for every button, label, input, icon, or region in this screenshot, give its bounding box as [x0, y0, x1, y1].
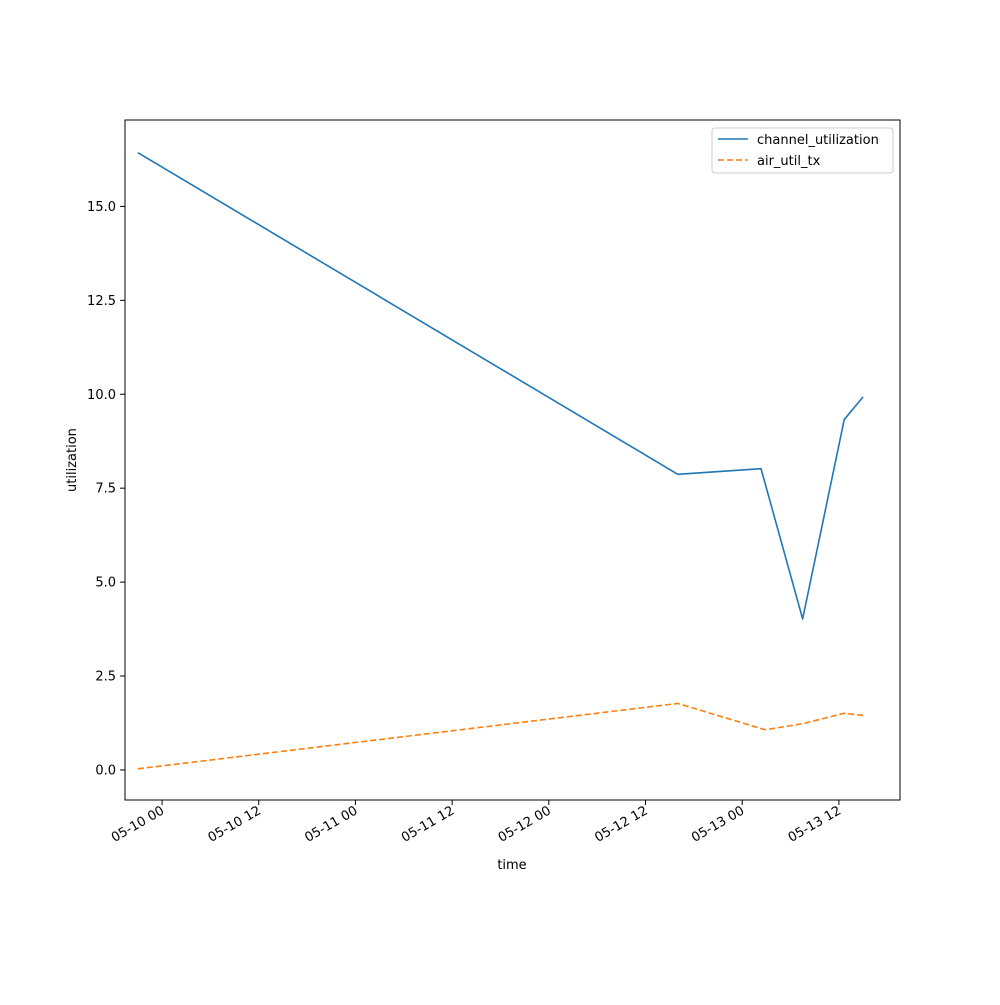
x-tick-label: 05-11 12: [399, 803, 457, 845]
legend-label-channel-utilization: channel_utilization: [757, 133, 879, 148]
y-tick-label: 7.5: [95, 482, 116, 497]
x-tick-label: 05-10 00: [109, 803, 167, 845]
x-axis-ticks: 05-10 00 05-10 12 05-11 00 05-11 12 05-12 00…: [109, 800, 844, 846]
series-line-channel-utilization: [137, 152, 864, 620]
x-tick-label: 05-11 00: [302, 803, 360, 845]
x-tick-label: 05-13 00: [689, 803, 747, 845]
y-axis-label: utilization: [65, 428, 80, 492]
plot-frame: [124, 119, 901, 801]
y-tick-label: 15.0: [87, 200, 116, 215]
legend-box: [711, 127, 894, 174]
y-tick-label: 12.5: [87, 294, 116, 309]
x-tick-label: 05-13 12: [786, 803, 844, 845]
y-tick-label: 0.0: [95, 763, 116, 778]
x-tick-label: 05-10 12: [206, 803, 264, 845]
y-axis-ticks: 0.0 2.5 5.0 7.5 10.0 12.5 15.0: [87, 200, 125, 778]
series-layer: [137, 152, 864, 770]
plot-area: [125, 120, 900, 800]
x-tick-label: 05-12 12: [592, 803, 650, 845]
series-line-air-util-tx: [137, 702, 864, 770]
x-tick-label: 05-12 00: [496, 803, 554, 845]
y-tick-label: 5.0: [95, 576, 116, 591]
y-tick-label: 10.0: [87, 388, 116, 403]
y-tick-label: 2.5: [95, 670, 116, 685]
x-axis-label: time: [497, 858, 526, 873]
legend: channel_utilization air_util_tx: [711, 127, 894, 174]
legend-label-air-util-tx: air_util_tx: [757, 154, 821, 169]
